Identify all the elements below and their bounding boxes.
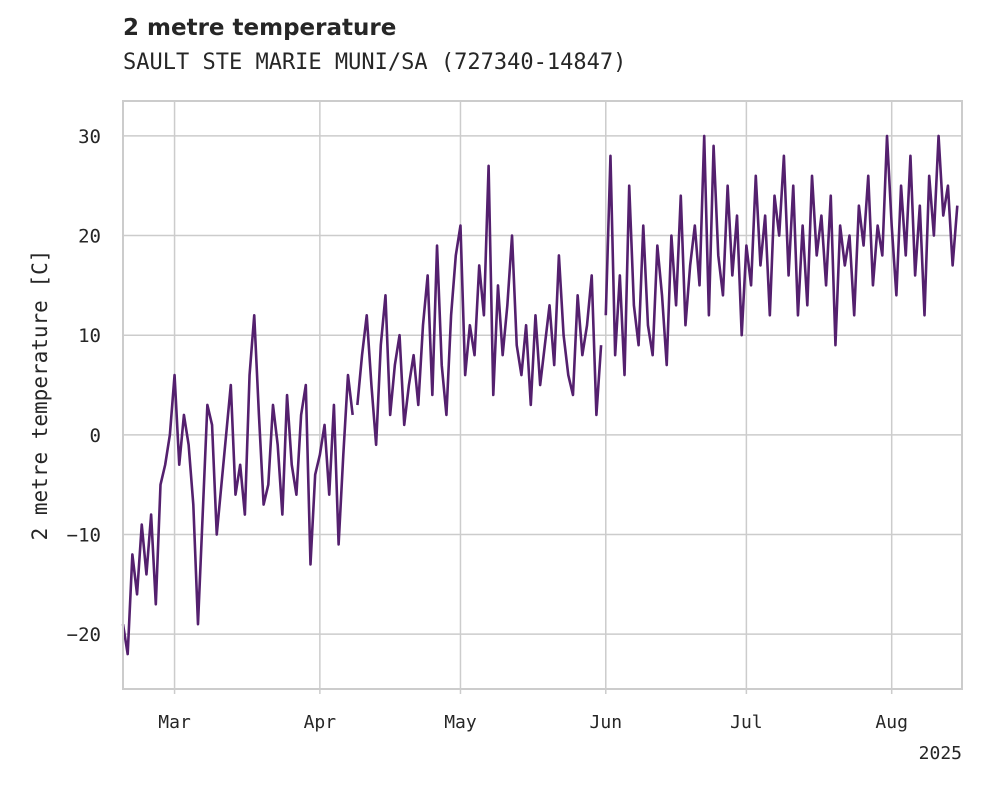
y-tick-label: 20	[78, 226, 101, 248]
temperature-line-segment	[604, 134, 959, 377]
year-label: 2025	[919, 743, 962, 764]
temperature-line-segment	[121, 313, 354, 656]
y-tick-label: 30	[78, 126, 101, 148]
x-tick-label: Mar	[158, 712, 191, 733]
x-tick-label: Jun	[590, 712, 623, 733]
y-tick-label: −10	[67, 525, 101, 547]
y-tick-labels: 30 20 10 0 −10 −20	[67, 126, 101, 646]
x-tick-label: Apr	[304, 712, 337, 733]
chart-subtitle: SAULT STE MARIE MUNI/SA (727340-14847)	[123, 50, 627, 75]
y-tick-label: 10	[78, 325, 101, 347]
y-axis-label: 2 metre temperature [C]	[28, 250, 52, 541]
x-tick-label: Jul	[730, 712, 763, 733]
temperature-series	[121, 134, 959, 656]
temperature-line-segment	[356, 164, 603, 447]
x-tick-label: Aug	[875, 712, 908, 733]
y-tick-label: 0	[90, 425, 101, 447]
x-tick-label: May	[444, 712, 477, 733]
y-tick-label: −20	[67, 624, 101, 646]
chart-title: 2 metre temperature	[123, 15, 397, 41]
x-tick-labels: Mar Apr May Jun Jul Aug	[158, 689, 908, 733]
plot-frame	[122, 100, 963, 690]
